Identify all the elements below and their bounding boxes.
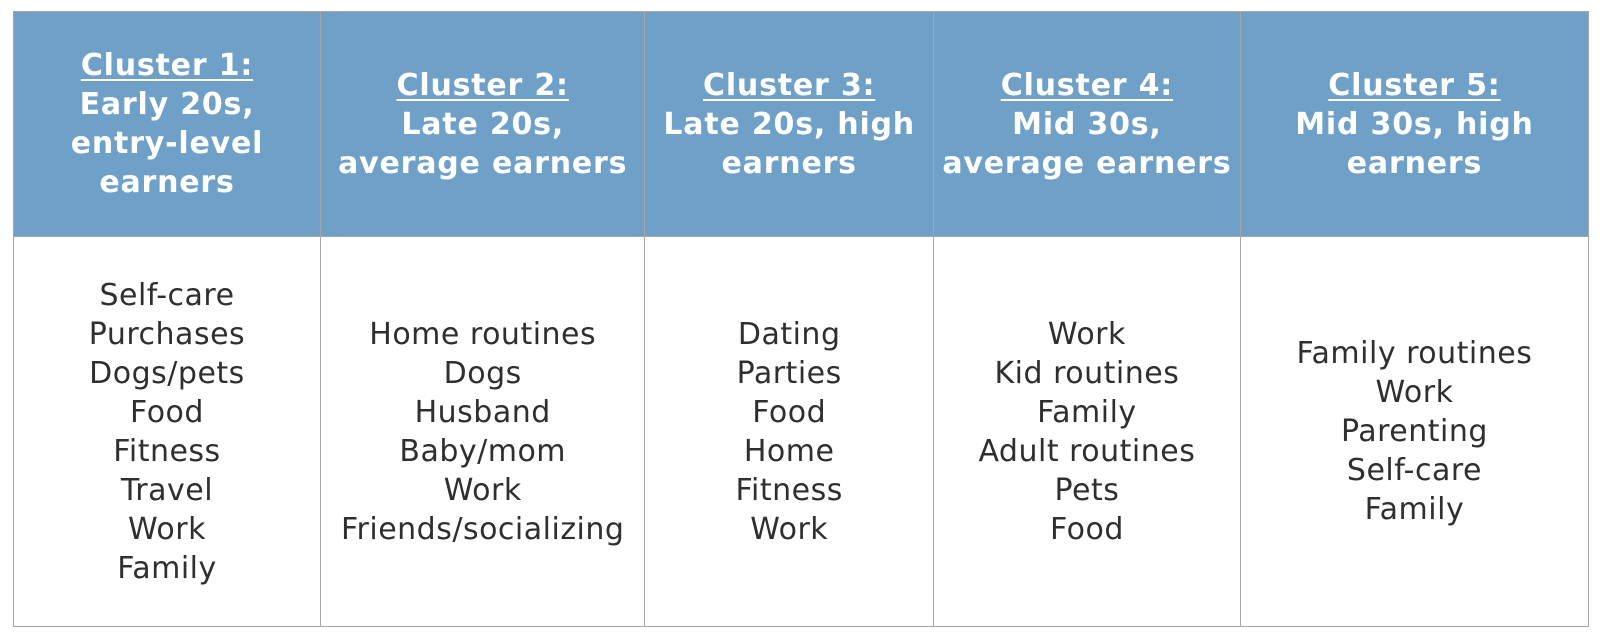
cluster-description-line: earners [99, 165, 235, 200]
topic-item: Work [750, 511, 829, 547]
cluster-title: Cluster 4: [1000, 67, 1174, 103]
topic-item: Dogs [443, 355, 522, 391]
topic-item: Friends/socializing [340, 511, 625, 547]
cluster-description-line: earners [1346, 145, 1483, 181]
cluster-description-line: average earners [942, 145, 1232, 181]
cluster-description-line: Mid 30s, [1012, 106, 1162, 142]
topics-row: Self-care Purchases Dogs/pets Food Fitne… [13, 236, 1590, 627]
cluster-table: Cluster 1: Early 20s, entry-level earner… [13, 11, 1590, 627]
topic-item: Pets [1054, 472, 1120, 508]
topic-item: Fitness [735, 472, 843, 508]
topic-item: Work [1375, 375, 1454, 410]
cluster-title: Cluster 2: [396, 67, 569, 103]
topic-item: Dating [737, 316, 841, 352]
topic-item: Home routines [369, 316, 597, 352]
topic-item: Work [128, 511, 206, 547]
topic-item: Kid routines [994, 355, 1180, 391]
topic-item: Parenting [1340, 414, 1488, 449]
cluster-description-line: earners [721, 145, 857, 181]
header-row: Cluster 1: Early 20s, entry-level earner… [13, 11, 1590, 237]
topic-item: Purchases [88, 316, 246, 352]
topic-item: Parties [736, 355, 842, 391]
cluster-description-line: Late 20s, high [663, 106, 915, 142]
topic-item: Home [743, 433, 835, 469]
topic-item: Family [1037, 394, 1137, 430]
cluster-1-topics: Self-care Purchases Dogs/pets Food Fitne… [13, 236, 321, 627]
cluster-5-header: Cluster 5: Mid 30s, high earners [1239, 11, 1590, 237]
cluster-4-header: Cluster 4: Mid 30s, average earners [932, 11, 1241, 237]
topic-item: Work [1047, 316, 1126, 352]
cluster-description-line: Late 20s, [401, 106, 565, 142]
cluster-description-line: Early 20s, [79, 87, 255, 122]
topic-item: Travel [120, 472, 214, 508]
topic-item: Self-care [1346, 453, 1482, 488]
cluster-1-header: Cluster 1: Early 20s, entry-level earner… [13, 11, 321, 237]
topic-item: Fitness [113, 433, 221, 469]
cluster-title: Cluster 3: [703, 67, 876, 103]
topic-item: Food [130, 394, 204, 430]
cluster-title: Cluster 1: [80, 48, 254, 83]
topic-item: Dogs/pets [89, 355, 245, 391]
topic-item: Husband [414, 394, 551, 430]
cluster-description-line: entry-level [70, 126, 264, 161]
cluster-table-container: Cluster 1: Early 20s, entry-level earner… [13, 11, 1590, 627]
topic-item: Work [443, 472, 522, 508]
topic-item: Self-care [99, 277, 235, 313]
topic-item: Adult routines [978, 433, 1196, 469]
topic-item: Family [117, 550, 217, 586]
cluster-title: Cluster 5: [1328, 67, 1501, 103]
topic-item: Food [1049, 511, 1124, 547]
cluster-3-header: Cluster 3: Late 20s, high earners [644, 11, 934, 237]
topic-item: Family routines [1296, 336, 1533, 371]
cluster-4-topics: Work Kid routines Family Adult routines … [932, 236, 1241, 627]
topic-item: Baby/mom [399, 433, 567, 469]
cluster-3-topics: Dating Parties Food Home Fitness Work [644, 236, 934, 627]
cluster-2-header: Cluster 2: Late 20s, average earners [319, 11, 646, 237]
cluster-2-topics: Home routines Dogs Husband Baby/mom Work… [319, 236, 646, 627]
cluster-description-line: Mid 30s, high [1295, 106, 1534, 142]
cluster-description-line: average earners [338, 145, 628, 181]
cluster-5-topics: Family routines Work Parenting Self-care… [1239, 236, 1590, 627]
topic-item: Food [752, 394, 827, 430]
topic-item: Family [1364, 492, 1465, 527]
